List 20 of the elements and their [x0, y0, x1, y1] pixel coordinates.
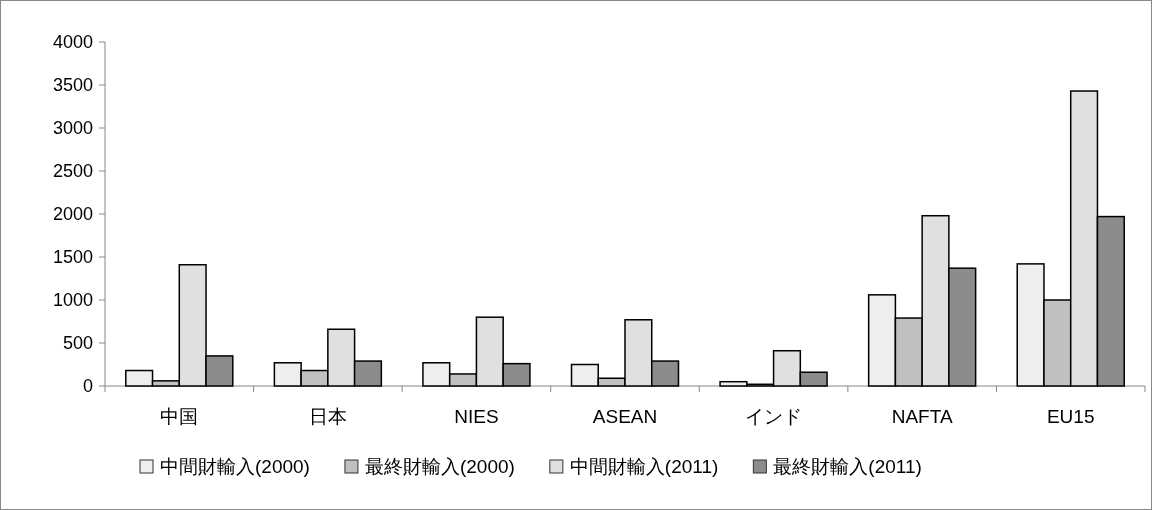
- legend-label: 最終財輸入(2011): [773, 456, 922, 477]
- x-tick-label: NIES: [454, 406, 499, 427]
- y-tick-label: 3500: [52, 75, 93, 95]
- y-tick-label: 0: [82, 376, 93, 396]
- x-tick-label: 日本: [308, 406, 347, 427]
- legend-label: 中間財輸入(2011): [569, 456, 719, 477]
- x-tick-label: EU15: [1046, 406, 1095, 427]
- legend-label: 中間財輸入(2000): [160, 456, 310, 477]
- y-tick-label: 1500: [52, 247, 93, 267]
- x-tick-label: 中国: [160, 406, 199, 427]
- y-tick-label: 4000: [52, 32, 93, 52]
- x-tick-label: ASEAN: [592, 406, 658, 427]
- y-tick-label: 2000: [52, 204, 93, 224]
- x-tick-label: NAFTA: [891, 406, 953, 427]
- legend-label: 最終財輸入(2000): [364, 456, 515, 477]
- y-tick-label: 2500: [52, 161, 93, 181]
- y-tick-label: 1000: [52, 290, 93, 310]
- x-tick-label: インド: [745, 406, 803, 427]
- y-tick-label: 3000: [52, 118, 93, 138]
- y-tick-label: 500: [62, 333, 93, 353]
